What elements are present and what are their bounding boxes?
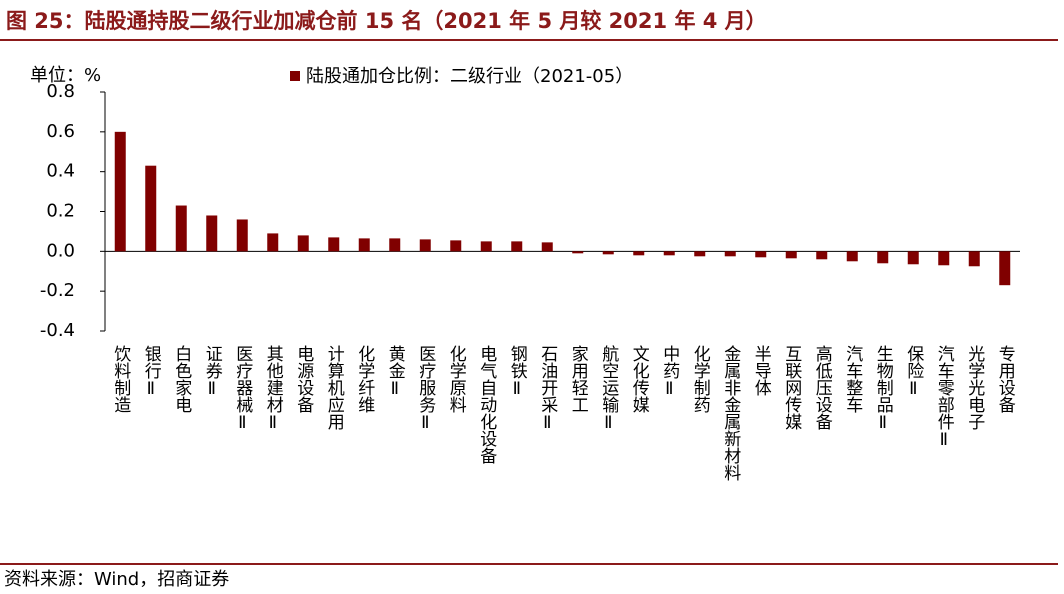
x-tick-label: 汽车整车 — [842, 345, 863, 413]
source-note: 资料来源：Wind，招商证券 — [4, 569, 229, 590]
bar — [328, 237, 340, 252]
bar — [175, 205, 187, 252]
legend-label: 陆股通加仓比例：二级行业（2021-05） — [306, 66, 633, 87]
x-tick-label: 医疗服务Ⅱ — [415, 345, 436, 433]
x-tick-label: 钢铁Ⅱ — [507, 345, 528, 399]
x-tick-label: 医疗器械Ⅱ — [232, 345, 253, 433]
bar — [663, 251, 675, 256]
bar — [968, 251, 980, 267]
bar — [358, 238, 370, 252]
x-tick-label: 电源设备 — [293, 345, 314, 413]
bar — [450, 240, 462, 252]
bar — [511, 241, 523, 252]
y-tick-label: 0.6 — [46, 121, 75, 142]
y-tick-label: -0.2 — [40, 280, 75, 301]
x-tick-label: 其他建材Ⅱ — [263, 345, 284, 433]
x-tick-label: 化学原料 — [446, 345, 467, 413]
x-tick-label: 半导体 — [751, 345, 772, 396]
y-tick-label: 0.8 — [46, 81, 75, 102]
bar — [572, 251, 584, 254]
legend-swatch — [290, 71, 300, 81]
bar — [389, 238, 401, 252]
bar — [602, 251, 614, 255]
x-tick-label: 电气自动化设备 — [476, 345, 497, 464]
x-tick-label: 生物制品Ⅱ — [873, 345, 894, 433]
bar — [145, 165, 157, 252]
bar — [724, 251, 736, 257]
x-tick-label: 饮料制造 — [110, 345, 131, 413]
bar — [938, 251, 950, 266]
x-tick-label: 黄金Ⅱ — [385, 345, 406, 399]
x-tick-label: 银行Ⅱ — [141, 345, 162, 399]
x-tick-label: 化学制药 — [690, 345, 711, 414]
x-tick-label: 石油开采Ⅱ — [537, 345, 558, 433]
y-tick-label: -0.4 — [40, 320, 75, 341]
x-tick-label: 专用设备 — [995, 345, 1016, 413]
x-tick-label: 光学光电子 — [964, 345, 985, 430]
y-tick-label: 0.4 — [46, 161, 75, 182]
bar — [267, 233, 279, 252]
bar — [907, 251, 919, 265]
bar — [633, 251, 645, 256]
y-tick-label: 0.2 — [46, 201, 75, 222]
bar — [999, 251, 1011, 286]
bar — [297, 235, 309, 252]
bar — [114, 131, 126, 252]
y-tick-label: 0.0 — [46, 240, 75, 261]
bar — [541, 242, 553, 252]
x-tick-label: 互联网传媒 — [781, 345, 802, 430]
x-tick-label: 计算机应用 — [324, 345, 345, 431]
x-tick-label: 高低压设备 — [812, 345, 833, 430]
bar — [206, 215, 218, 252]
x-tick-label: 证券Ⅱ — [202, 345, 223, 399]
x-tick-label: 文化传媒 — [629, 345, 650, 413]
x-tick-label: 中药Ⅱ — [659, 345, 680, 399]
x-tick-label: 保险Ⅱ — [903, 345, 924, 399]
bar — [755, 251, 767, 258]
bar — [785, 251, 797, 259]
x-tick-label: 化学纤维 — [354, 345, 375, 413]
chart-title: 图 25：陆股通持股二级行业加减仓前 15 名（2021 年 5 月较 2021… — [6, 9, 767, 33]
bar — [694, 251, 706, 257]
bar — [480, 241, 492, 252]
bar — [236, 219, 248, 252]
bar — [419, 239, 431, 252]
x-tick-label: 白色家电 — [171, 345, 192, 413]
x-tick-label: 汽车零部件Ⅱ — [934, 345, 955, 450]
bar — [846, 251, 858, 262]
x-tick-label: 金属非金属新材料 — [720, 345, 741, 481]
unit-label: 单位：% — [30, 65, 101, 86]
bar — [816, 251, 828, 260]
bar — [877, 251, 889, 264]
x-tick-label: 家用轻工 — [568, 345, 589, 413]
x-tick-label: 航空运输Ⅱ — [598, 345, 619, 433]
